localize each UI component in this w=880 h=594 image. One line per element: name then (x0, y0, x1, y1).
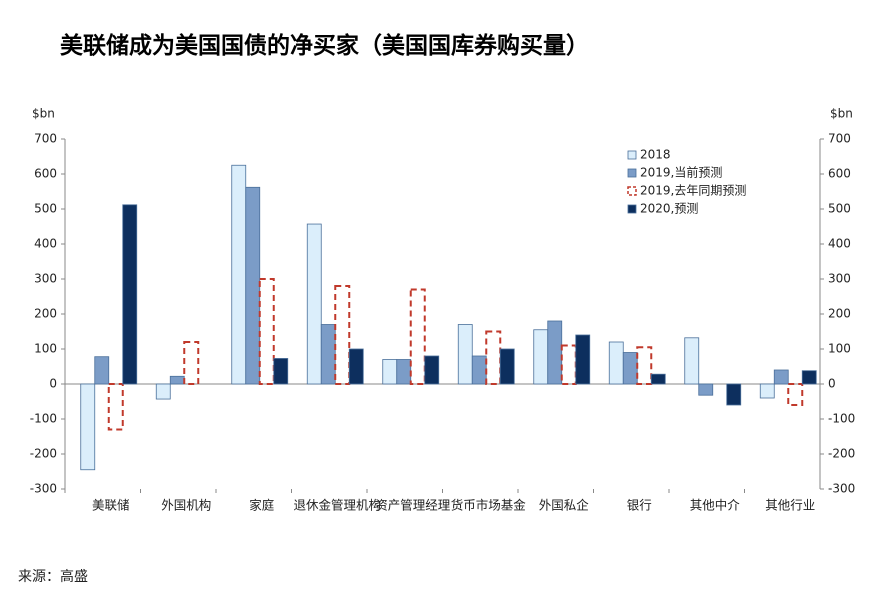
bar (650, 373, 666, 385)
bar (485, 330, 502, 385)
y-tick-label: 100 (34, 342, 57, 356)
bar (547, 320, 563, 385)
bar (155, 383, 171, 400)
y2-tick-label: 400 (828, 237, 851, 251)
bar (169, 375, 185, 385)
legend-label: 2019,去年同期预测 (640, 184, 746, 198)
bar (80, 383, 96, 471)
y-tick-label: -200 (30, 447, 57, 461)
y-tick-label: -300 (30, 482, 57, 496)
y2-tick-label: 200 (828, 307, 851, 321)
y2-tick-label: 700 (828, 132, 851, 146)
bar (245, 186, 261, 385)
legend-label: 2020,预测 (640, 202, 698, 216)
y-tick-label: 700 (34, 132, 57, 146)
legend-swatch (627, 204, 637, 214)
y2-axis-label: $bn (830, 107, 853, 121)
y2-tick-label: 0 (828, 377, 836, 391)
bar (382, 359, 398, 385)
bar (636, 346, 653, 385)
x-tick-label: 其他中介 (690, 498, 741, 513)
x-tick-label: 美联储 (92, 498, 130, 513)
bar (409, 288, 426, 385)
bar (396, 359, 412, 385)
bar (684, 337, 700, 385)
chart-title: 美联储成为美国国债的净买家（美国国库券购买量） (60, 32, 589, 59)
y-tick-label: 600 (34, 167, 57, 181)
x-tick-label: 外国机构 (161, 498, 211, 513)
bar (773, 369, 789, 385)
bar (334, 285, 351, 385)
x-tick-label: 退休金管理机构 (293, 498, 381, 513)
bar (787, 383, 804, 406)
bar (273, 358, 289, 385)
y-tick-label: 500 (34, 202, 57, 216)
bar (608, 341, 624, 385)
bar (698, 383, 714, 396)
y-tick-label: 200 (34, 307, 57, 321)
x-tick-label: 家庭 (249, 498, 275, 513)
bar (320, 324, 336, 385)
bar (471, 355, 487, 385)
y-tick-label: 300 (34, 272, 57, 286)
x-tick-label: 银行 (627, 498, 652, 513)
bar (258, 278, 275, 385)
bar (575, 334, 591, 385)
y2-tick-label: 500 (828, 202, 851, 216)
x-tick-label: 货币市场基金 (451, 498, 527, 513)
bar (533, 329, 549, 385)
y2-tick-label: -200 (828, 447, 855, 461)
y-tick-label: -100 (30, 412, 57, 426)
bar (231, 164, 247, 385)
bar (348, 348, 364, 385)
y2-tick-label: 300 (828, 272, 851, 286)
y-axis-label: $bn (32, 107, 55, 121)
y-tick-label: 0 (49, 377, 57, 391)
y2-tick-label: 100 (828, 342, 851, 356)
bar (94, 356, 110, 385)
x-tick-label: 其他行业 (765, 498, 815, 513)
legend-swatch (627, 168, 637, 178)
bar (424, 355, 440, 385)
bar (499, 348, 515, 385)
legend-label: 2018 (640, 148, 671, 162)
x-tick-label: 资产管理经理 (375, 498, 451, 513)
bar (183, 341, 200, 385)
y2-tick-label: -300 (828, 482, 855, 496)
y2-tick-label: 600 (828, 167, 851, 181)
source: 来源：高盛 (18, 568, 88, 585)
bar (122, 204, 138, 385)
y-tick-label: 400 (34, 237, 57, 251)
bar (726, 383, 742, 406)
bar (560, 344, 577, 385)
bar (759, 383, 775, 399)
legend-swatch (627, 150, 637, 160)
bar (622, 352, 638, 385)
bar (457, 324, 473, 385)
bar (107, 383, 124, 431)
bar (801, 370, 817, 385)
bar (306, 223, 322, 385)
legend-swatch (627, 186, 637, 196)
y2-tick-label: -100 (828, 412, 855, 426)
legend-label: 2019,当前预测 (640, 165, 722, 180)
x-tick-label: 外国私企 (539, 498, 590, 513)
